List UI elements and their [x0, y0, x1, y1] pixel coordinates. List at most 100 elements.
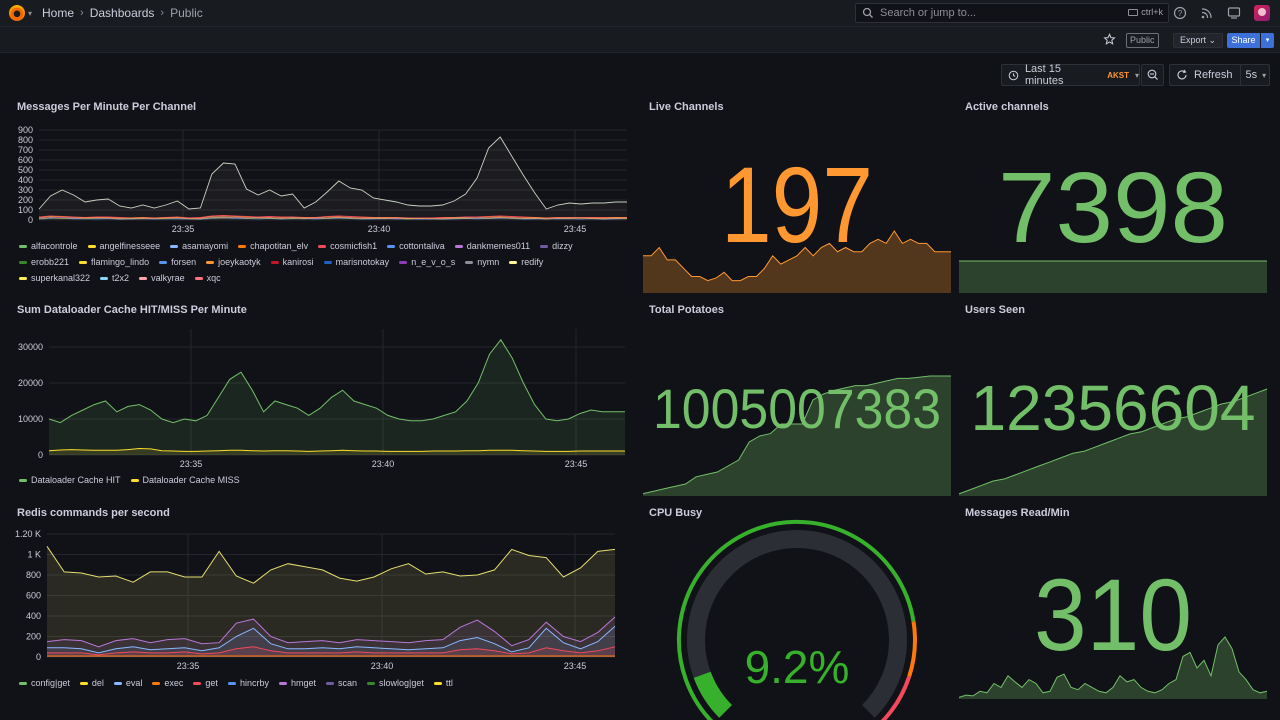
panel-title[interactable]: Live Channels [649, 101, 724, 113]
legend-item[interactable]: hincrby [227, 677, 269, 689]
time-range-picker[interactable]: Last 15 minutes AKST ▾ [1001, 63, 1140, 87]
rss-news-icon[interactable] [1200, 6, 1214, 20]
series-area [39, 137, 627, 220]
y-tick-label: 1 K [27, 550, 41, 560]
gauge-threshold-green [676, 519, 916, 720]
legend-item[interactable]: alfacontrole [19, 240, 78, 252]
legend-label: Dataloader Cache MISS [142, 475, 240, 485]
refresh-interval[interactable]: 5s [1245, 69, 1258, 81]
legend-label: nymn [477, 257, 500, 267]
legend-item[interactable]: flamingo_lindo [79, 256, 149, 268]
legend-item[interactable]: kanirosi [270, 256, 314, 268]
user-avatar[interactable] [1254, 5, 1270, 21]
panel-title[interactable]: CPU Busy [649, 507, 703, 519]
legend-item[interactable]: dankmemes011 [454, 240, 530, 252]
legend-label: alfacontrole [31, 241, 78, 251]
series-area [49, 339, 625, 455]
legend-item[interactable]: xqc [194, 272, 221, 284]
series-line [46, 546, 616, 584]
legend-swatch [19, 244, 27, 248]
legend-item[interactable]: valkyrae [139, 272, 185, 284]
legend-item[interactable]: cosmicfish1 [318, 240, 377, 252]
legend-item[interactable]: redify [509, 256, 543, 268]
legend-item[interactable]: chapotitan_elv [238, 240, 308, 252]
legend-swatch [454, 244, 463, 248]
y-tick-label: 900 [18, 125, 33, 135]
legend-item[interactable]: Dataloader Cache MISS [130, 474, 240, 486]
panel-title[interactable]: Total Potatoes [649, 304, 724, 316]
refresh-label: Refresh [1194, 69, 1233, 81]
legend-swatch [87, 244, 96, 248]
sparkline [642, 375, 951, 495]
legend-item[interactable]: Dataloader Cache HIT [19, 474, 121, 486]
help-icon[interactable]: ? [1173, 6, 1187, 20]
stat-visualization: 310 [958, 558, 1268, 699]
panel-title[interactable]: Active channels [965, 101, 1049, 113]
legend-item[interactable]: n_e_v_o_s [399, 256, 455, 268]
breadcrumb: Home › Dashboards › Public [42, 6, 203, 20]
legend-label: hmget [290, 678, 316, 688]
legend-item[interactable]: joeykaotyk [206, 256, 261, 268]
gauge-visualization: 9.2% [676, 519, 917, 720]
legend-item[interactable]: erobb221 [19, 256, 69, 268]
panel-title[interactable]: Sum Dataloader Cache HIT/MISS Per Minute [17, 304, 247, 316]
kiosk-monitor-icon[interactable] [1227, 6, 1241, 20]
legend-label: angelfinesseee [99, 241, 161, 251]
top-icons: ? [1173, 5, 1270, 21]
legend-item[interactable]: nymn [465, 256, 499, 268]
legend-item[interactable]: hmget [278, 677, 316, 689]
panel-title[interactable]: Users Seen [965, 304, 1025, 316]
legend-item[interactable]: cottontaliva [387, 240, 445, 252]
refresh-button[interactable]: Refresh 5s ▾ [1169, 64, 1270, 86]
legend-item[interactable]: del [79, 677, 104, 689]
legend-item[interactable]: forsen [159, 256, 196, 268]
public-badge: Public [1126, 33, 1159, 48]
breadcrumb-home[interactable]: Home [42, 6, 75, 20]
share-dropdown-button[interactable]: ▾ [1261, 33, 1274, 48]
chevron-down-icon[interactable]: ▾ [28, 8, 33, 18]
y-tick-label: 30000 [18, 342, 43, 352]
series-line [47, 625, 616, 654]
breadcrumb-dashboards[interactable]: Dashboards [89, 6, 155, 20]
panel-title[interactable]: Redis commands per second [17, 507, 170, 519]
legend-label: dizzy [552, 241, 573, 251]
legend-swatch [325, 681, 334, 685]
panel-title[interactable]: Messages Read/Min [965, 507, 1070, 519]
legend-item[interactable]: t2x2 [100, 272, 129, 284]
legend-item[interactable]: asamayomi [170, 240, 228, 252]
legend-label: config|get [31, 678, 70, 688]
legend-item[interactable]: ttl [433, 677, 453, 689]
star-favorite-icon[interactable] [1103, 33, 1116, 46]
export-button[interactable]: Export ⌄ [1173, 33, 1224, 48]
chevron-down-icon: ▾ [1134, 70, 1139, 80]
legend-item[interactable]: dizzy [540, 240, 573, 252]
legend-swatch [139, 276, 148, 280]
search-shortcut: ctrl+k [1128, 7, 1163, 17]
legend-item[interactable]: scan [325, 677, 357, 689]
timeseries-chart: 0 200 400 600 800 1 K 1.20 K 23:35 23:40 23:45 [15, 529, 616, 671]
legend-item[interactable]: eval [113, 677, 142, 689]
legend-item[interactable]: slowlog|get [366, 677, 424, 689]
x-tick-label: 23:45 [565, 459, 588, 469]
legend-item[interactable]: config|get [19, 677, 70, 689]
panel-title[interactable]: Messages Per Minute Per Channel [17, 101, 197, 113]
legend-item[interactable]: superkanal322 [19, 272, 90, 284]
zoom-out-button[interactable] [1141, 64, 1164, 86]
legend-swatch [130, 478, 139, 482]
share-button[interactable]: Share [1227, 33, 1260, 48]
legend-item[interactable]: exec [152, 677, 183, 689]
x-tick-label: 23:45 [564, 661, 587, 671]
search-input[interactable]: Search or jump to... ctrl+k [855, 3, 1169, 23]
legend-item[interactable]: get [193, 677, 218, 689]
legend-item[interactable]: marisnotokay [323, 256, 389, 268]
legend-swatch [19, 260, 27, 264]
chart-legend: config|get del eval exec get hincrby hmget scan… [19, 677, 619, 689]
stat-visualization: 197 [643, 144, 951, 293]
y-tick-label: 0 [28, 215, 33, 225]
search-placeholder: Search or jump to... [880, 7, 976, 19]
grafana-logo-icon[interactable] [9, 5, 25, 21]
stat-value: 12356604 [971, 372, 1256, 444]
stat-value: 197 [721, 144, 873, 265]
legend-item[interactable]: angelfinesseee [87, 240, 161, 252]
x-tick-label: 23:40 [371, 661, 394, 671]
